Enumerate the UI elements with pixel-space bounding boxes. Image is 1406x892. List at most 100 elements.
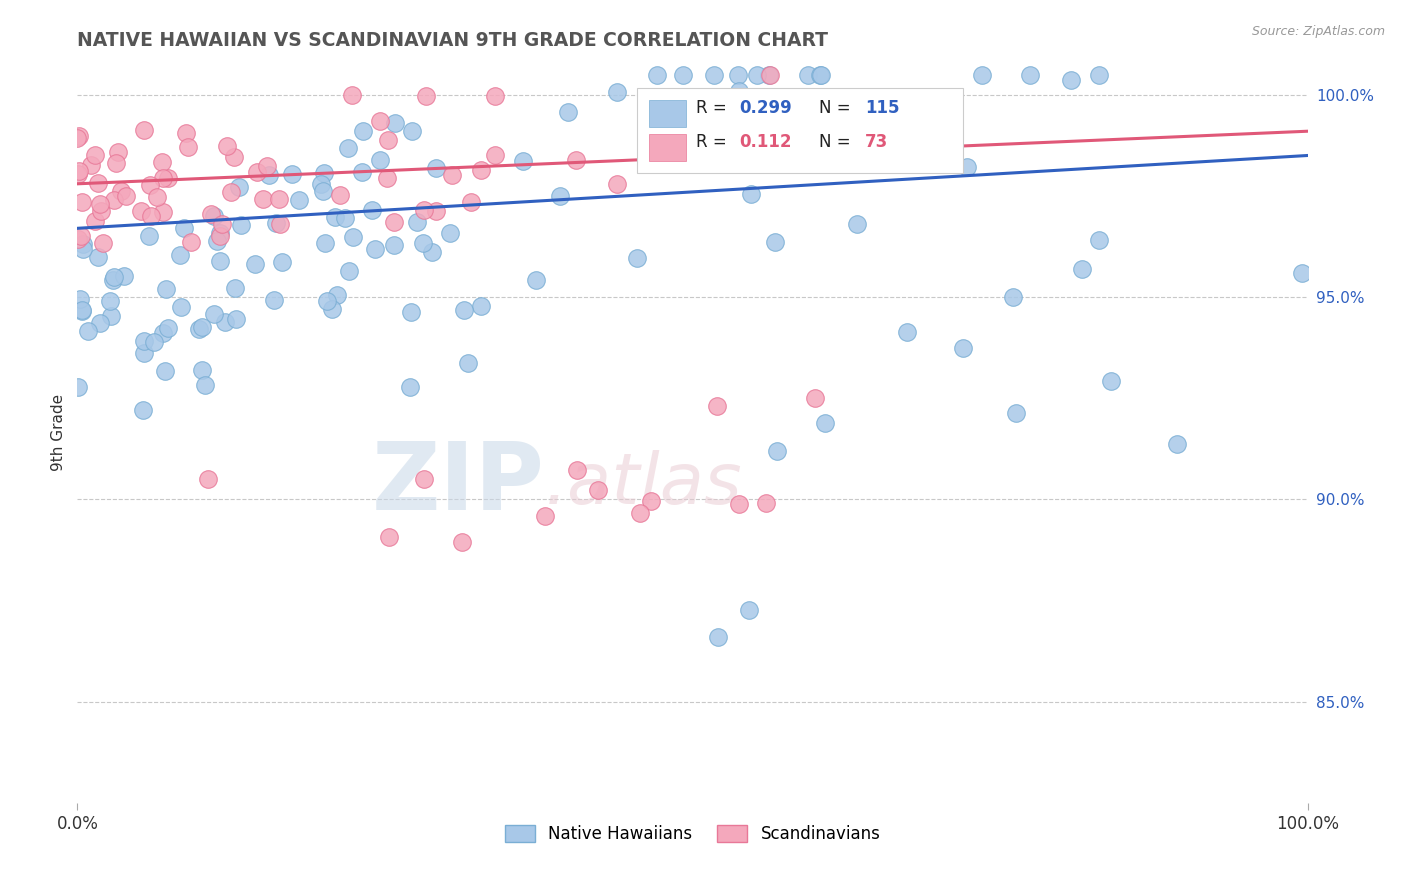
Point <box>89 316 111 330</box>
Point <box>152 171 174 186</box>
Point <box>132 334 155 348</box>
Point <box>170 300 193 314</box>
Point <box>228 180 250 194</box>
Point <box>269 217 291 231</box>
Point <box>222 150 245 164</box>
Point <box>211 217 233 231</box>
Point <box>281 167 304 181</box>
Point <box>727 68 749 82</box>
Point <box>271 255 294 269</box>
Point <box>152 155 174 169</box>
Point <box>107 145 129 159</box>
Point <box>329 188 352 202</box>
Point <box>98 294 121 309</box>
Point <box>470 299 492 313</box>
Text: R =: R = <box>696 99 733 117</box>
Point <box>157 320 180 334</box>
Point <box>548 188 571 202</box>
Point <box>1059 73 1081 87</box>
Point <box>740 151 762 165</box>
Point <box>1099 374 1122 388</box>
Bar <box>650 135 686 161</box>
Point <box>312 166 335 180</box>
Point <box>174 126 197 140</box>
Point <box>804 391 827 405</box>
Point <box>70 229 93 244</box>
Point <box>439 226 461 240</box>
Point <box>453 303 475 318</box>
Point <box>131 403 153 417</box>
Point <box>706 630 728 644</box>
Point <box>146 190 169 204</box>
Point <box>219 185 242 199</box>
Point <box>352 124 374 138</box>
Point <box>252 193 274 207</box>
Point <box>134 346 156 360</box>
Point <box>67 128 90 143</box>
Point <box>672 68 695 82</box>
Point <box>336 141 359 155</box>
Point <box>152 326 174 341</box>
Point <box>360 203 382 218</box>
Point <box>370 114 392 128</box>
Point <box>534 508 557 523</box>
Point <box>246 165 269 179</box>
Point <box>70 303 93 318</box>
Point <box>243 257 266 271</box>
Point <box>808 68 831 82</box>
Text: N =: N = <box>820 133 856 151</box>
Point <box>342 87 364 102</box>
Point <box>484 148 506 162</box>
Point <box>814 416 837 430</box>
Point <box>952 341 974 355</box>
Point <box>90 203 112 218</box>
Point <box>378 529 401 543</box>
Point <box>565 153 588 167</box>
Point <box>704 111 727 125</box>
Point <box>100 310 122 324</box>
Point <box>755 496 778 510</box>
Point <box>1291 266 1313 280</box>
Point <box>352 165 374 179</box>
Point <box>66 131 89 145</box>
Point <box>129 203 152 218</box>
Point <box>567 463 589 477</box>
Point <box>1166 437 1188 451</box>
Point <box>759 68 782 82</box>
Point <box>312 184 335 198</box>
Point <box>640 493 662 508</box>
Point <box>267 192 290 206</box>
Text: 0.112: 0.112 <box>740 133 792 151</box>
Point <box>384 116 406 130</box>
Point <box>706 399 728 413</box>
Point <box>87 176 110 190</box>
Point <box>342 230 364 244</box>
Point <box>314 236 336 251</box>
Text: NATIVE HAWAIIAN VS SCANDINAVIAN 9TH GRADE CORRELATION CHART: NATIVE HAWAIIAN VS SCANDINAVIAN 9TH GRAD… <box>77 30 828 50</box>
Point <box>728 84 751 98</box>
Point <box>425 204 447 219</box>
Point <box>287 193 309 207</box>
Point <box>311 177 333 191</box>
Point <box>896 325 918 339</box>
Point <box>139 209 162 223</box>
Point <box>406 215 429 229</box>
Point <box>205 235 228 249</box>
Point <box>152 205 174 219</box>
Point <box>208 229 231 244</box>
Point <box>155 282 177 296</box>
Point <box>628 506 651 520</box>
Point <box>745 68 768 82</box>
Point <box>703 68 725 82</box>
Point <box>191 320 214 334</box>
Point <box>460 194 482 209</box>
Point <box>67 164 90 178</box>
Point <box>89 197 111 211</box>
Point <box>1088 233 1111 247</box>
Point <box>325 210 347 224</box>
Point <box>956 160 979 174</box>
Point <box>69 292 91 306</box>
Point <box>67 380 90 394</box>
Point <box>104 156 127 170</box>
Point <box>263 293 285 307</box>
